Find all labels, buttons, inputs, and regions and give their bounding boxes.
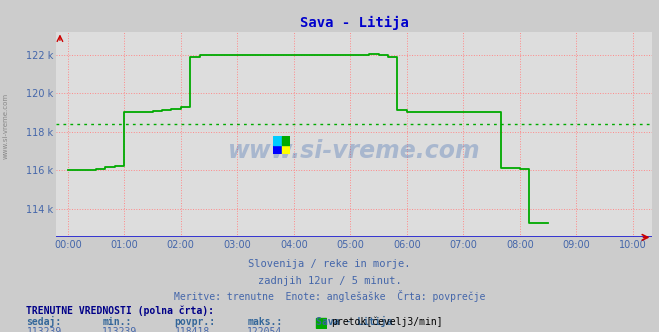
Text: 118418: 118418 (175, 327, 210, 332)
Title: Sava - Litija: Sava - Litija (300, 16, 409, 30)
Text: min.:: min.: (102, 317, 132, 327)
Text: povpr.:: povpr.: (175, 317, 215, 327)
Text: TRENUTNE VREDNOSTI (polna črta):: TRENUTNE VREDNOSTI (polna črta): (26, 305, 214, 316)
Bar (282, 145, 290, 154)
Text: sedaj:: sedaj: (26, 316, 61, 327)
Bar (282, 136, 290, 145)
Text: Sava - Litija: Sava - Litija (316, 316, 393, 327)
Bar (273, 136, 282, 145)
Text: Meritve: trenutne  Enote: anglešaške  Črta: povprečje: Meritve: trenutne Enote: anglešaške Črta… (174, 290, 485, 302)
Text: pretok[čevelj3/min]: pretok[čevelj3/min] (331, 316, 442, 327)
Text: 113239: 113239 (102, 327, 137, 332)
Text: maks.:: maks.: (247, 317, 282, 327)
Text: 122054: 122054 (247, 327, 282, 332)
Text: www.si-vreme.com: www.si-vreme.com (228, 139, 480, 163)
Bar (273, 145, 282, 154)
Text: zadnjih 12ur / 5 minut.: zadnjih 12ur / 5 minut. (258, 276, 401, 286)
Text: 113239: 113239 (26, 327, 61, 332)
Text: Slovenija / reke in morje.: Slovenija / reke in morje. (248, 259, 411, 269)
Text: www.si-vreme.com: www.si-vreme.com (2, 93, 9, 159)
Bar (316, 318, 326, 328)
